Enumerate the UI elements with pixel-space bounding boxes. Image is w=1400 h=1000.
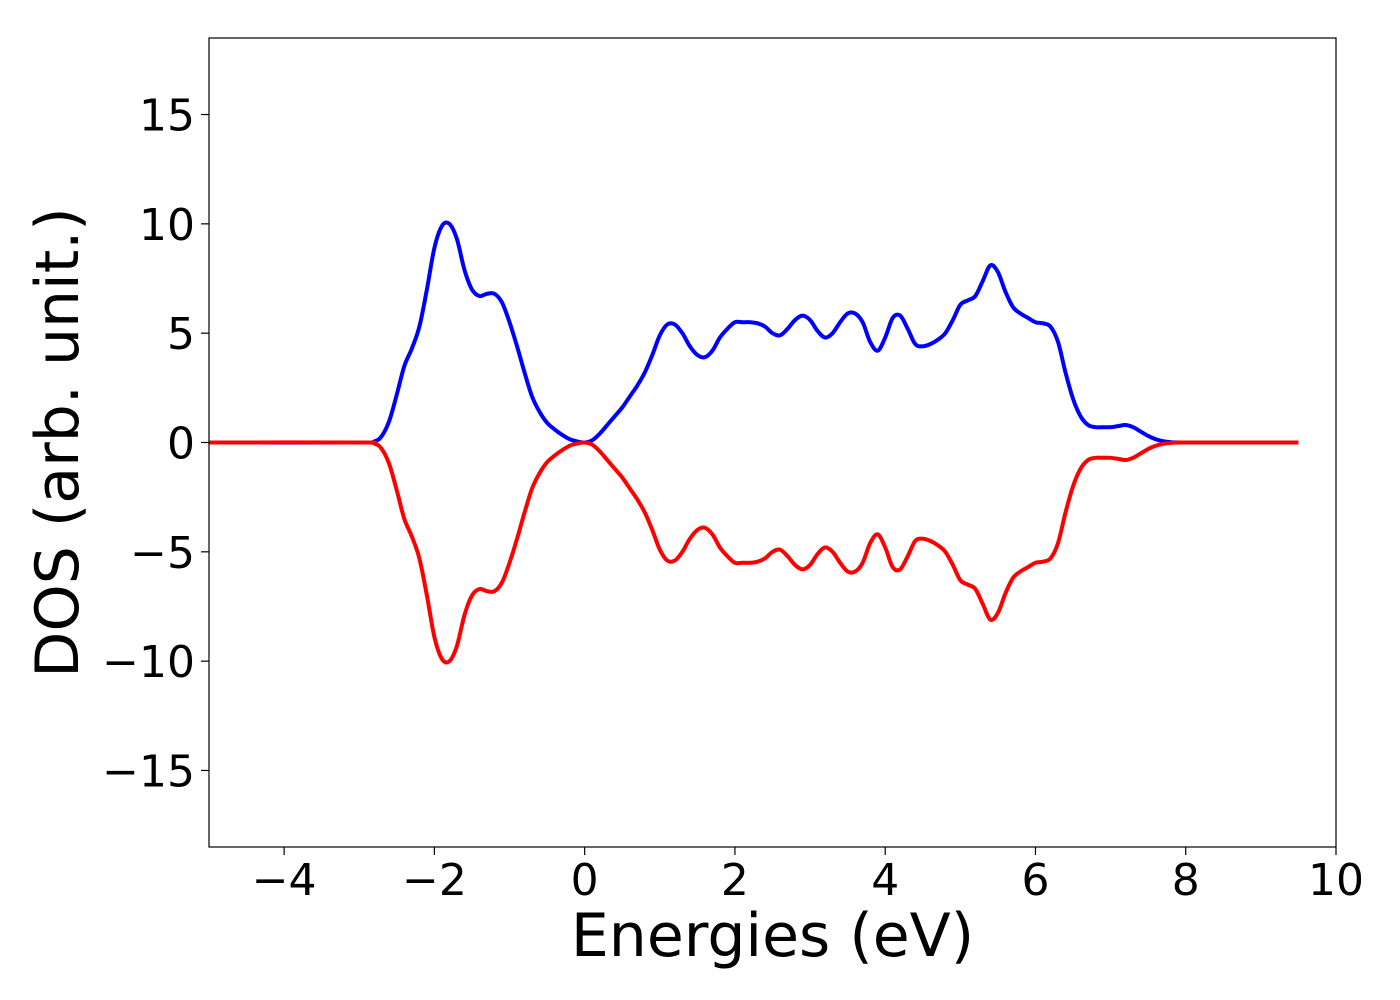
y-tick-label: −10 <box>102 637 195 688</box>
y-tick-label: 5 <box>167 309 195 360</box>
x-tick-label: −4 <box>252 855 317 906</box>
y-axis-ticks: −15 −10 −5 0 5 10 15 <box>102 91 209 797</box>
y-tick-label: 10 <box>139 200 195 251</box>
dos-series-line-positive <box>208 220 1299 445</box>
y-tick-label: −15 <box>102 746 195 797</box>
y-axis-label: DOS (arb. unit.) <box>23 207 93 677</box>
x-axis-label: Energies (eV) <box>571 901 974 971</box>
x-axis-ticks: −4 −2 0 2 4 6 8 10 <box>252 847 1364 906</box>
series-layer <box>208 220 1299 665</box>
x-tick-label: 0 <box>571 855 599 906</box>
x-tick-label: 10 <box>1308 855 1364 906</box>
dos-series-line-negative <box>208 440 1299 665</box>
y-tick-label: 0 <box>167 419 195 470</box>
x-tick-label: 4 <box>871 855 899 906</box>
x-tick-label: 2 <box>721 855 749 906</box>
y-tick-label: 15 <box>139 91 195 142</box>
y-tick-label: −5 <box>130 528 195 579</box>
x-tick-label: 6 <box>1021 855 1049 906</box>
x-tick-label: 8 <box>1172 855 1200 906</box>
x-tick-label: −2 <box>402 855 467 906</box>
